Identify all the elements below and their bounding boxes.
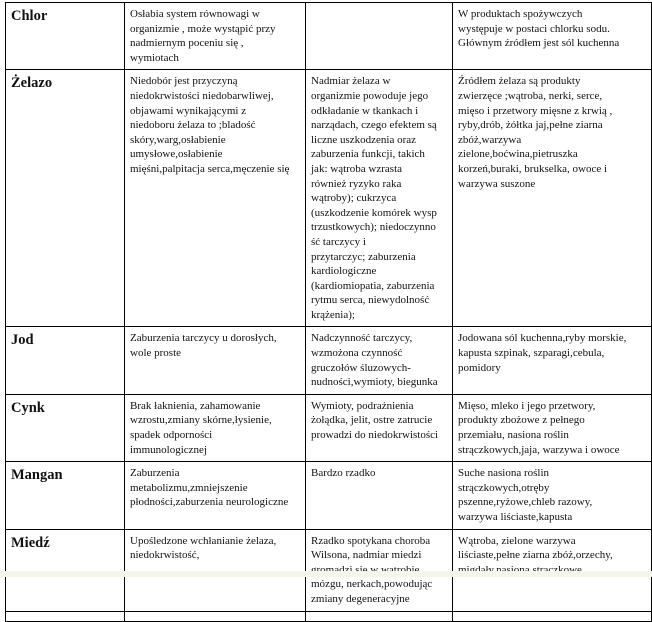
sources-cell: Suche nasiona roślin strączkowych,otręby…: [452, 461, 652, 530]
table-row: Mangan Zaburzenia metabolizmu,zmniejszeni…: [5, 461, 652, 530]
table-row: Żelazo Niedobór jest przyczyną niedokrwis…: [5, 69, 652, 328]
empty-cell: [305, 610, 453, 622]
excess-cell: Nadmiar żelaza w organizmie powoduje jeg…: [305, 69, 453, 328]
empty-cell: [452, 610, 652, 622]
element-name: Żelazo: [5, 69, 125, 328]
excess-cell: Bardzo rzadko: [305, 461, 453, 530]
deficiency-cell: Niedobór jest przyczyną niedokrwistości …: [124, 69, 306, 328]
table-row-partial: [5, 610, 652, 622]
table-row: Cynk Brak łaknienia, zahamowanie wzrostu,…: [5, 393, 652, 463]
empty-cell: [5, 610, 125, 622]
bottom-strip: [0, 571, 652, 577]
deficiency-cell: Zaburzenia tarczycy u dorosłych, wole pr…: [124, 326, 306, 395]
deficiency-cell: Osłabia system równowagi w organizmie , …: [124, 1, 306, 71]
sources-cell: Mięso, mleko i jego przetwory, produkty …: [452, 393, 652, 463]
element-name: Chlor: [5, 1, 125, 71]
excess-cell: [305, 1, 453, 71]
element-name: Jod: [5, 326, 125, 395]
deficiency-cell: Zaburzenia metabolizmu,zmniejszenie płod…: [124, 461, 306, 530]
empty-cell: [124, 610, 306, 622]
deficiency-cell: Brak łaknienia, zahamowanie wzrostu,zmia…: [124, 393, 306, 463]
sources-cell: W produktach spożywczych występuje w pos…: [452, 1, 652, 71]
excess-cell: Wymioty, podrażnienia żołądka, jelit, os…: [305, 393, 453, 463]
minerals-table: Chlor Osłabia system równowagi w organizm…: [5, 1, 652, 622]
excess-cell: Nadczynność tarczycy, wzmożona czynność …: [305, 326, 453, 395]
sources-cell: Źródłem żelaza są produkty zwierzęce ;wą…: [452, 69, 652, 328]
element-name: Mangan: [5, 461, 125, 530]
element-name: Cynk: [5, 393, 125, 463]
table-row: Chlor Osłabia system równowagi w organizm…: [5, 1, 652, 71]
table-row: Jod Zaburzenia tarczycy u dorosłych, wole…: [5, 326, 652, 395]
sources-cell: Jodowana sól kuchenna,ryby morskie, kapu…: [452, 326, 652, 395]
